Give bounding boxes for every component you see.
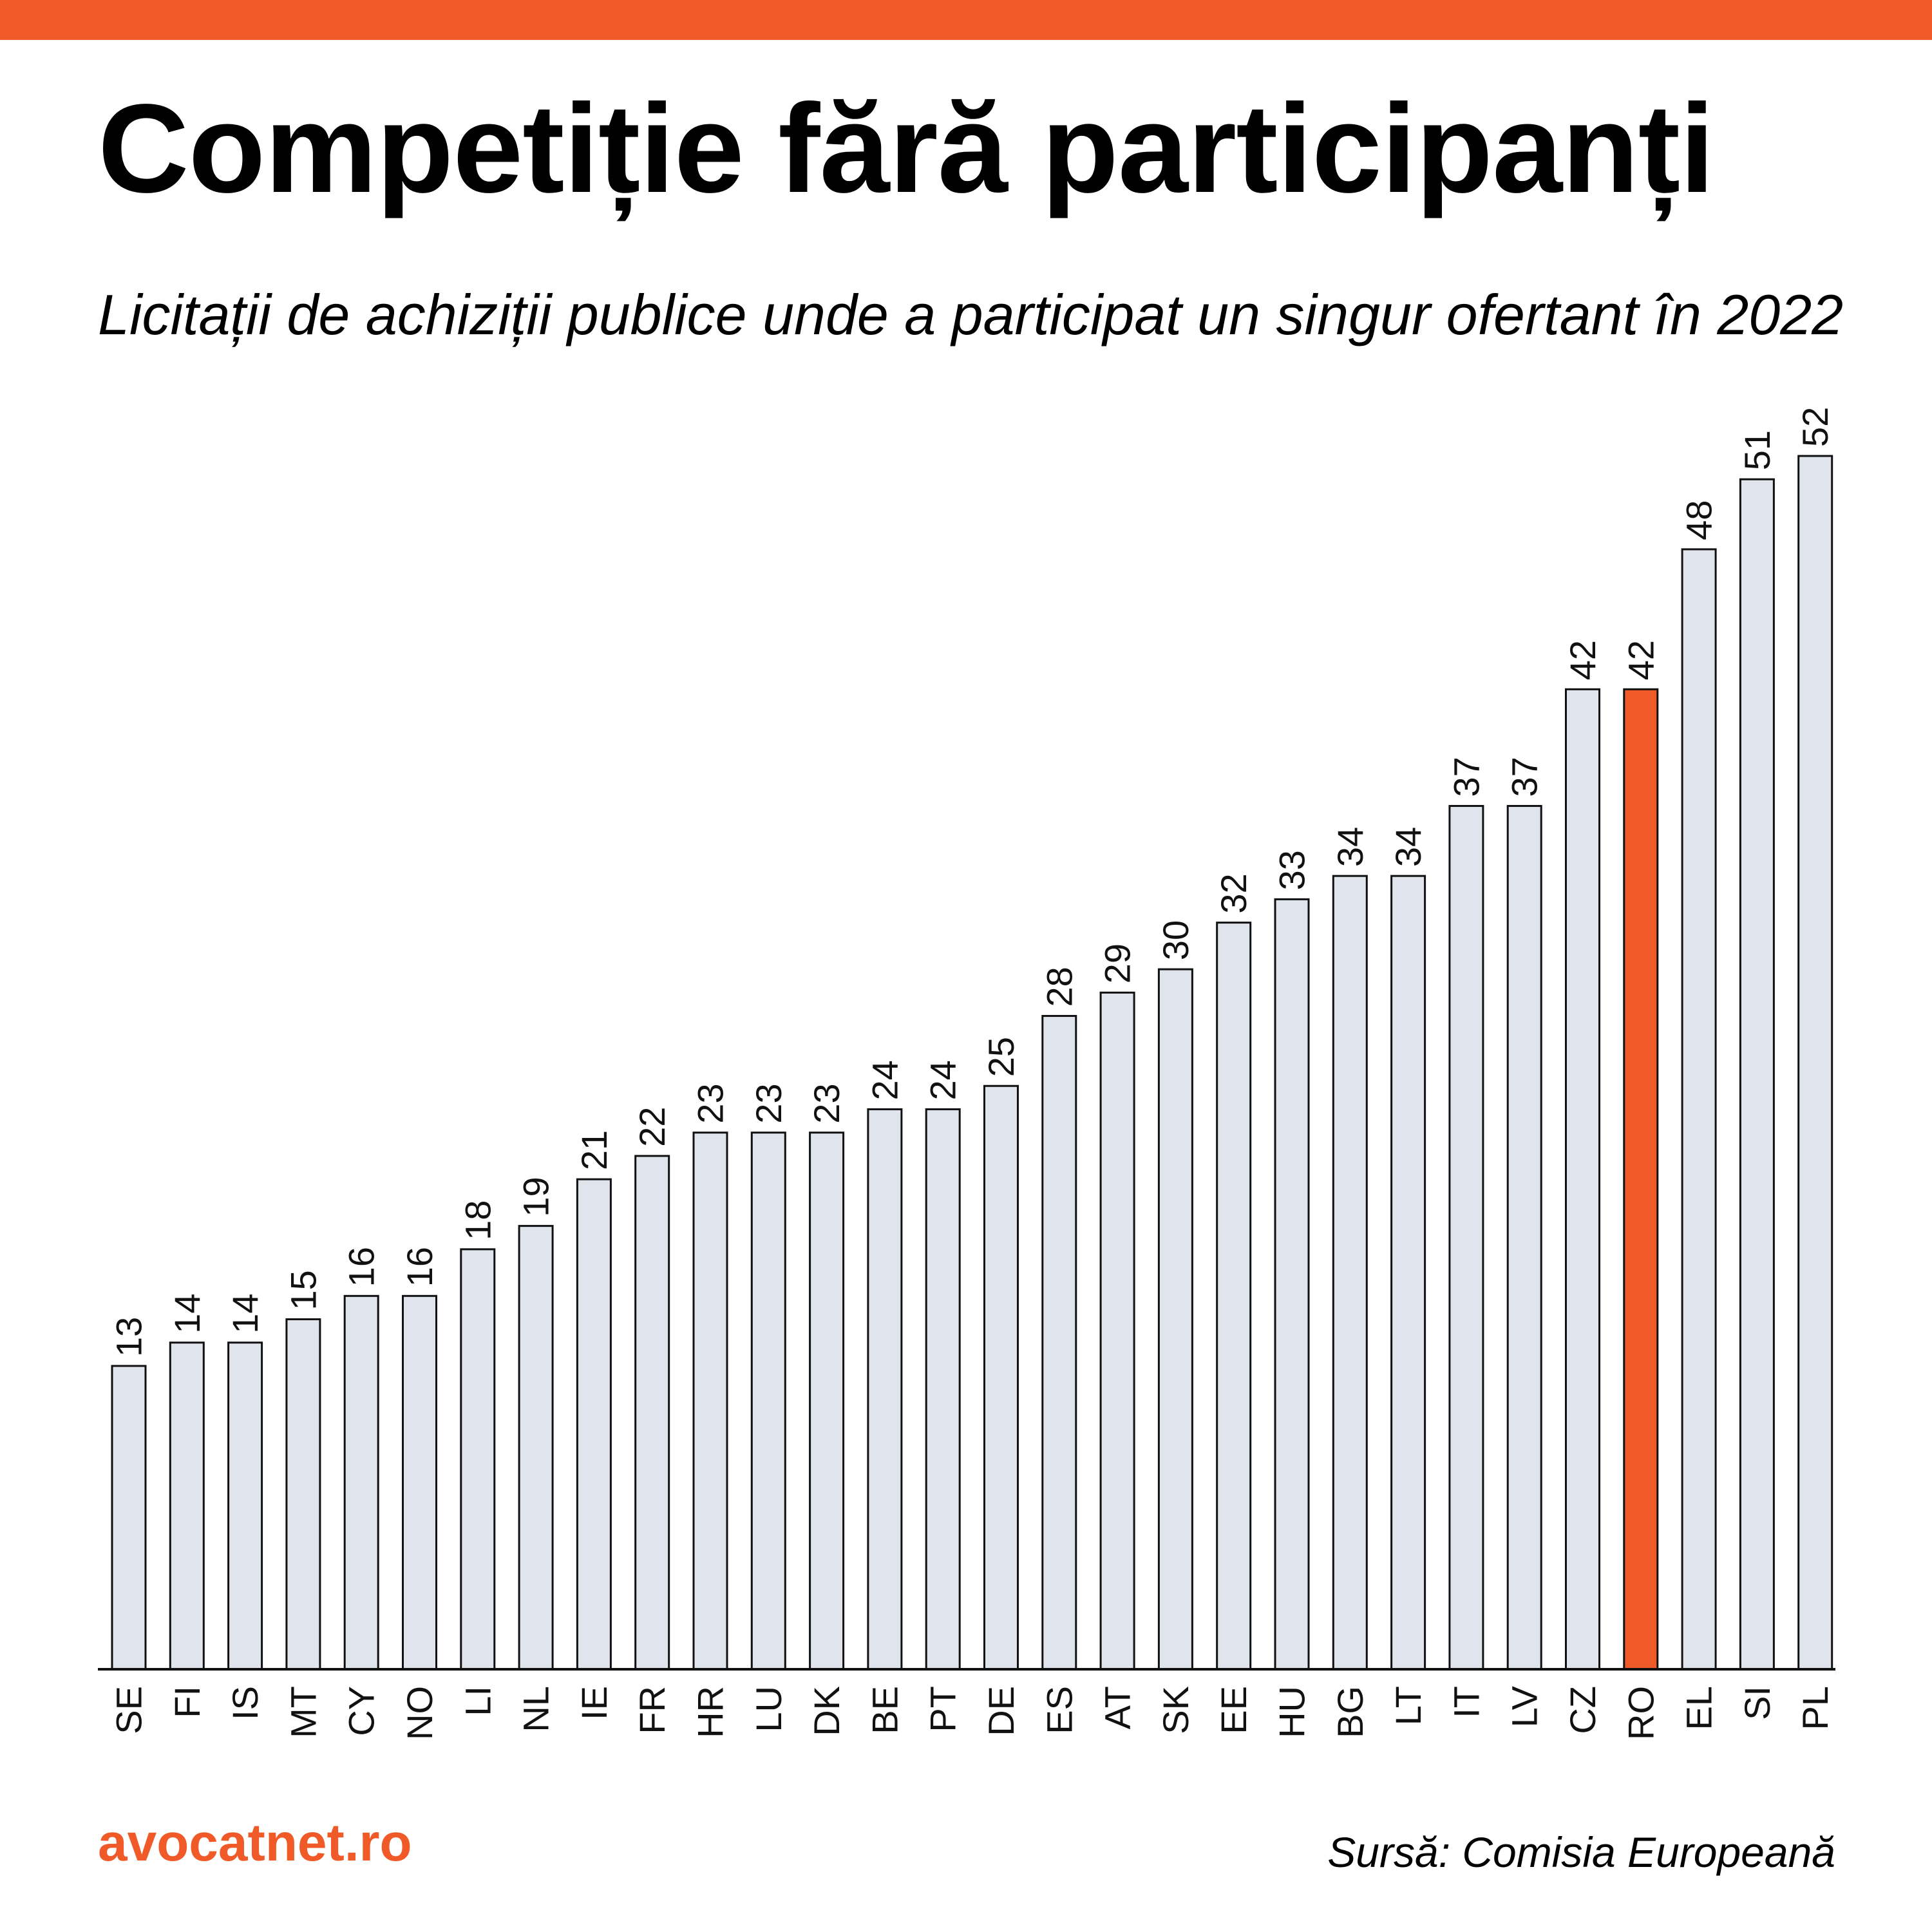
category-label-lt: LT xyxy=(1388,1686,1428,1725)
bar-no xyxy=(402,1294,437,1671)
value-label-sk: 30 xyxy=(1155,920,1196,960)
category-label-sk: SK xyxy=(1155,1686,1196,1734)
value-label-ie: 21 xyxy=(574,1130,614,1170)
chart-title: Competiție fără participanți xyxy=(98,78,1715,219)
value-label-no: 16 xyxy=(399,1247,440,1287)
value-label-ee: 32 xyxy=(1213,873,1254,913)
value-label-hr: 23 xyxy=(690,1083,731,1123)
bar-lt xyxy=(1390,875,1426,1671)
value-label-bg: 34 xyxy=(1330,827,1370,867)
bar-cz xyxy=(1565,688,1600,1671)
category-label-hu: HU xyxy=(1272,1686,1312,1738)
bar-sk xyxy=(1157,968,1193,1671)
category-label-dk: DK xyxy=(806,1686,847,1736)
value-label-se: 13 xyxy=(109,1317,149,1357)
bar-mt xyxy=(285,1318,321,1671)
bar-el xyxy=(1681,548,1717,1671)
category-label-fi: FI xyxy=(167,1686,207,1718)
bar-hr xyxy=(692,1132,728,1671)
value-label-ro: 42 xyxy=(1620,640,1661,680)
value-label-si: 51 xyxy=(1737,430,1777,470)
category-label-cz: CZ xyxy=(1562,1686,1603,1734)
category-label-cy: CY xyxy=(341,1686,382,1736)
bar-dk xyxy=(809,1132,845,1671)
category-label-ee: EE xyxy=(1213,1686,1254,1734)
category-label-ie: IE xyxy=(574,1686,614,1720)
category-label-si: SI xyxy=(1737,1686,1777,1720)
value-label-pl: 52 xyxy=(1795,407,1835,447)
value-label-cz: 42 xyxy=(1562,640,1603,680)
bar-es xyxy=(1041,1015,1077,1671)
category-label-no: NO xyxy=(399,1686,440,1740)
category-label-pt: PT xyxy=(923,1686,963,1732)
category-label-is: IS xyxy=(225,1686,265,1720)
source-note: Sursă: Comisia Europeană xyxy=(1327,1828,1835,1876)
category-label-be: BE xyxy=(864,1686,905,1734)
bar-li xyxy=(460,1248,496,1671)
bar-hu xyxy=(1274,898,1310,1671)
value-label-lt: 34 xyxy=(1388,827,1428,867)
category-label-lv: LV xyxy=(1504,1685,1545,1727)
value-label-fr: 22 xyxy=(632,1107,672,1147)
value-label-fi: 14 xyxy=(167,1293,207,1333)
value-label-el: 48 xyxy=(1679,500,1719,540)
chart-subtitle: Licitații de achiziții publice unde a pa… xyxy=(98,283,1844,346)
category-label-nl: NL xyxy=(516,1686,556,1732)
value-label-mt: 15 xyxy=(283,1270,323,1310)
value-label-it: 37 xyxy=(1446,757,1486,797)
value-label-be: 24 xyxy=(864,1060,905,1100)
category-label-mt: MT xyxy=(283,1686,323,1738)
value-label-lu: 23 xyxy=(748,1083,789,1123)
bar-ee xyxy=(1216,922,1252,1671)
value-label-hu: 33 xyxy=(1272,850,1312,890)
value-label-lv: 37 xyxy=(1504,757,1545,797)
value-label-at: 29 xyxy=(1097,943,1138,983)
category-label-hr: HR xyxy=(690,1686,731,1738)
category-label-pl: PL xyxy=(1795,1686,1835,1730)
category-label-se: SE xyxy=(109,1686,149,1734)
bar-fi xyxy=(169,1341,205,1671)
value-label-dk: 23 xyxy=(806,1083,847,1123)
category-label-at: AT xyxy=(1097,1686,1138,1729)
bar-nl xyxy=(518,1225,554,1671)
bar-fr xyxy=(634,1155,670,1671)
value-label-pt: 24 xyxy=(923,1060,963,1100)
bar-ro xyxy=(1623,688,1659,1671)
bar-pl xyxy=(1797,455,1833,1671)
top-accent-bar xyxy=(0,0,1932,40)
category-label-ro: RO xyxy=(1620,1686,1661,1740)
bar-at xyxy=(1099,991,1135,1671)
bar-be xyxy=(867,1108,903,1671)
bar-de xyxy=(983,1084,1019,1671)
value-label-de: 25 xyxy=(981,1037,1021,1077)
category-label-lu: LU xyxy=(748,1686,789,1732)
value-label-cy: 16 xyxy=(341,1247,382,1287)
bar-it xyxy=(1448,804,1484,1671)
value-label-li: 18 xyxy=(457,1200,498,1240)
category-label-li: LI xyxy=(457,1686,498,1716)
category-label-fr: FR xyxy=(632,1686,672,1734)
bar-pt xyxy=(925,1108,961,1671)
bar-ie xyxy=(576,1178,612,1671)
value-label-is: 14 xyxy=(225,1293,265,1333)
bar-cy xyxy=(343,1294,379,1671)
category-label-de: DE xyxy=(981,1686,1021,1736)
category-label-bg: BG xyxy=(1330,1686,1370,1738)
bar-is xyxy=(227,1341,263,1671)
value-label-nl: 19 xyxy=(516,1177,556,1217)
brand-logo-text[interactable]: avocatnet.ro xyxy=(98,1814,412,1872)
bar-si xyxy=(1739,478,1775,1671)
category-label-it: IT xyxy=(1446,1686,1486,1718)
bar-lu xyxy=(750,1132,786,1671)
bar-bg xyxy=(1332,875,1368,1671)
bar-lv xyxy=(1506,804,1542,1671)
category-label-es: ES xyxy=(1039,1686,1079,1734)
category-label-el: EL xyxy=(1679,1686,1719,1730)
bar-se xyxy=(111,1365,147,1671)
value-label-es: 28 xyxy=(1039,967,1079,1007)
